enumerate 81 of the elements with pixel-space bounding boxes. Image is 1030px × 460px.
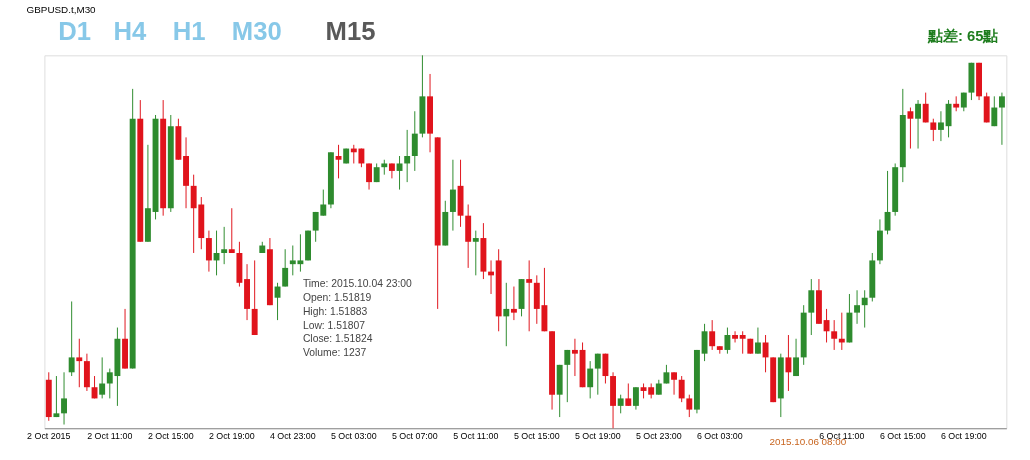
annotation: High: 1.51883 xyxy=(302,305,368,317)
candlestick xyxy=(282,248,289,288)
candlestick xyxy=(503,282,510,347)
x-tick-label: 6 Oct 03:00 xyxy=(696,430,743,441)
candlestick xyxy=(930,118,937,142)
candlestick xyxy=(411,110,418,172)
candlestick xyxy=(709,319,716,351)
candlestick xyxy=(228,207,235,254)
candlestick xyxy=(396,155,403,191)
candlestick xyxy=(587,360,594,399)
candlestick xyxy=(53,375,60,418)
candlestick xyxy=(366,162,372,191)
x-tick-label: 5 Oct 07:00 xyxy=(391,430,438,441)
candlestick xyxy=(571,338,578,377)
candlestick xyxy=(602,353,609,384)
text: M15 xyxy=(325,16,376,45)
candlestick xyxy=(991,95,998,127)
x-tick-label: 6 Oct 19:00 xyxy=(940,430,987,441)
candlestick xyxy=(449,159,456,232)
x-tick-label: 2 Oct 2015 xyxy=(27,430,71,441)
candlestick xyxy=(785,334,792,392)
text: M30 xyxy=(231,16,282,45)
x-tick-label: 5 Oct 15:00 xyxy=(513,430,560,441)
candlestick xyxy=(754,327,761,355)
annotation: Volume: 1237 xyxy=(302,347,367,359)
candlestick xyxy=(526,259,533,332)
candlestick xyxy=(564,349,571,403)
candlestick xyxy=(762,334,769,373)
text: D1 xyxy=(58,16,91,45)
x-tick-label: 5 Oct 23:00 xyxy=(635,430,682,441)
candlestick xyxy=(998,92,1005,146)
candlestick xyxy=(724,327,731,355)
x-tick-label: 2 Oct 15:00 xyxy=(147,430,194,441)
candlestick xyxy=(594,353,601,396)
candlestick xyxy=(831,319,838,351)
x-tick-label: 6 Oct 15:00 xyxy=(879,430,926,441)
text: H4 xyxy=(113,16,147,45)
candlestick xyxy=(510,286,517,321)
candlestick xyxy=(701,323,708,362)
candlestick xyxy=(625,383,632,407)
candlestick xyxy=(472,230,479,276)
candlestick xyxy=(854,289,861,325)
candlestick xyxy=(61,371,67,426)
candlestick xyxy=(945,99,952,138)
candlestick xyxy=(922,92,929,123)
candlestick xyxy=(221,226,228,265)
candlestick xyxy=(68,300,75,377)
candlestick xyxy=(732,330,739,343)
x-tick-label: 2 Oct 11:00 xyxy=(87,430,133,441)
candlestick xyxy=(404,129,411,183)
candlestick xyxy=(678,375,685,403)
candlestick xyxy=(335,144,342,179)
candlestick xyxy=(823,308,830,343)
x-tick-label: 5 Oct 11:00 xyxy=(453,430,499,441)
x-tick-label: 2 Oct 19:00 xyxy=(208,430,255,441)
candlestick xyxy=(861,289,868,329)
candlestick xyxy=(793,338,800,377)
annotation: Time: 2015.10.04 23:00 xyxy=(302,278,413,290)
text: H1 xyxy=(172,16,206,45)
candlestick xyxy=(632,386,639,411)
annotation: Close: 1.51824 xyxy=(302,333,373,345)
candlestick xyxy=(808,278,815,336)
candlestick xyxy=(907,107,914,150)
candlestick xyxy=(937,110,944,142)
candlestick xyxy=(99,356,106,399)
text: 點差: 65點 xyxy=(926,27,999,44)
candlestick xyxy=(617,394,624,414)
candlestick xyxy=(915,99,922,150)
candlestick xyxy=(884,170,891,235)
candlestick xyxy=(76,338,83,388)
annotation: Low: 1.51807 xyxy=(302,319,366,331)
candlestick xyxy=(671,371,678,396)
candlestick xyxy=(686,394,693,418)
x-tick-label: 5 Oct 19:00 xyxy=(574,430,621,441)
candlestick xyxy=(739,330,746,355)
x-tick-label: 4 Oct 23:00 xyxy=(269,430,316,441)
candlestick xyxy=(388,162,395,179)
x-tick-label: 5 Oct 03:00 xyxy=(330,430,377,441)
annotation: Open: 1.51819 xyxy=(302,291,372,303)
candlestick xyxy=(205,230,212,273)
chart-title: GBPUSD.t,M30 xyxy=(26,3,97,15)
